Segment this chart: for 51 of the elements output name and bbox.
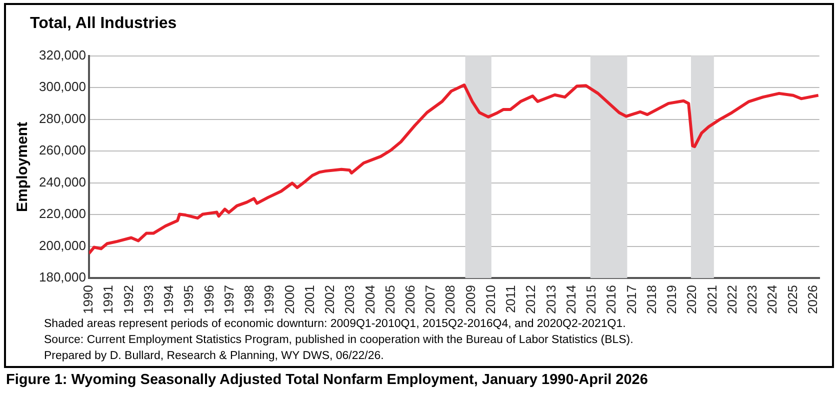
caption: Figure 1: Wyoming Seasonally Adjusted Total Nonfarm Employment, January 1990-April 2026: [6, 372, 648, 388]
y-tick-label: 240,000: [38, 174, 86, 190]
x-tick-label: 2009: [462, 285, 478, 314]
y-axis-title: Employment: [14, 122, 32, 212]
source-note: Source: Current Employment Statistics Program, published in cooperation with the Bureau of Labor Statistics (BLS).: [44, 333, 634, 348]
x-tick-label: 1994: [161, 285, 176, 314]
x-tick-label: 1995: [181, 285, 196, 314]
x-tick-label: 2017: [624, 285, 639, 314]
y-tick-label: 200,000: [38, 238, 86, 253]
x-tick-label: 1998: [242, 285, 257, 314]
x-tick-label: 2013: [543, 285, 558, 314]
x-tick-label: 2011: [503, 285, 518, 314]
x-tick-label: 2014: [563, 285, 578, 314]
x-tick-label: 2004: [362, 285, 378, 314]
x-tick-label: 2020: [684, 285, 700, 314]
text: Shaded areas represent periods of economic downturn: 2009Q1-2010Q1, 2015Q2-2016Q4, and 2020Q2-2021Q1.: [44, 317, 627, 332]
x-tick-label: 1996: [201, 285, 216, 314]
text: Prepared by D. Bullard, Research & Planning, WY DWS, 06/22/26.: [44, 349, 385, 364]
x-tick-label: 1993: [140, 285, 156, 314]
y-tick-label: 180,000: [38, 270, 86, 285]
x-tick-label: 2005: [382, 285, 398, 314]
x-tick-label: 1990: [80, 285, 96, 314]
x-tick-label: 2003: [342, 285, 358, 314]
x-tick-label: 1991: [100, 285, 116, 314]
x-tick-label: 2006: [402, 285, 418, 314]
x-tick-label: 2008: [442, 285, 458, 314]
x-tick-label: 2024: [764, 285, 780, 314]
x-tick-label: 2007: [422, 285, 438, 314]
x-tick-label: 2025: [784, 285, 800, 314]
y-tick-label: 220,000: [38, 206, 86, 222]
x-tick-label: 2000: [282, 285, 297, 314]
x-tick-label: 2015: [584, 285, 599, 314]
y-tick-label: 320,000: [38, 47, 86, 62]
x-tick-label: 1999: [262, 285, 277, 314]
x-tick-label: 2019: [664, 285, 680, 314]
y-tick-label: 300,000: [38, 79, 86, 94]
x-tick-label: 2010: [482, 285, 498, 314]
x-tick-label: 2018: [644, 285, 659, 314]
y-tick-label: 260,000: [38, 142, 86, 158]
x-tick-label: 2022: [724, 285, 740, 314]
x-tick-label: 2026: [804, 285, 820, 314]
chart-title: Total, All Industries: [30, 15, 177, 33]
y-tick-label: 280,000: [38, 110, 86, 126]
x-tick-label: 2021: [704, 285, 720, 314]
x-tick-label: 2002: [322, 285, 338, 314]
x-tick-label: 1992: [120, 285, 136, 314]
x-tick-label: 1997: [221, 285, 236, 314]
x-tick-label: 2023: [744, 285, 760, 314]
x-tick-label: 2012: [523, 285, 538, 314]
x-tick-label: 2001: [302, 285, 317, 314]
x-tick-label: 2016: [604, 285, 619, 314]
